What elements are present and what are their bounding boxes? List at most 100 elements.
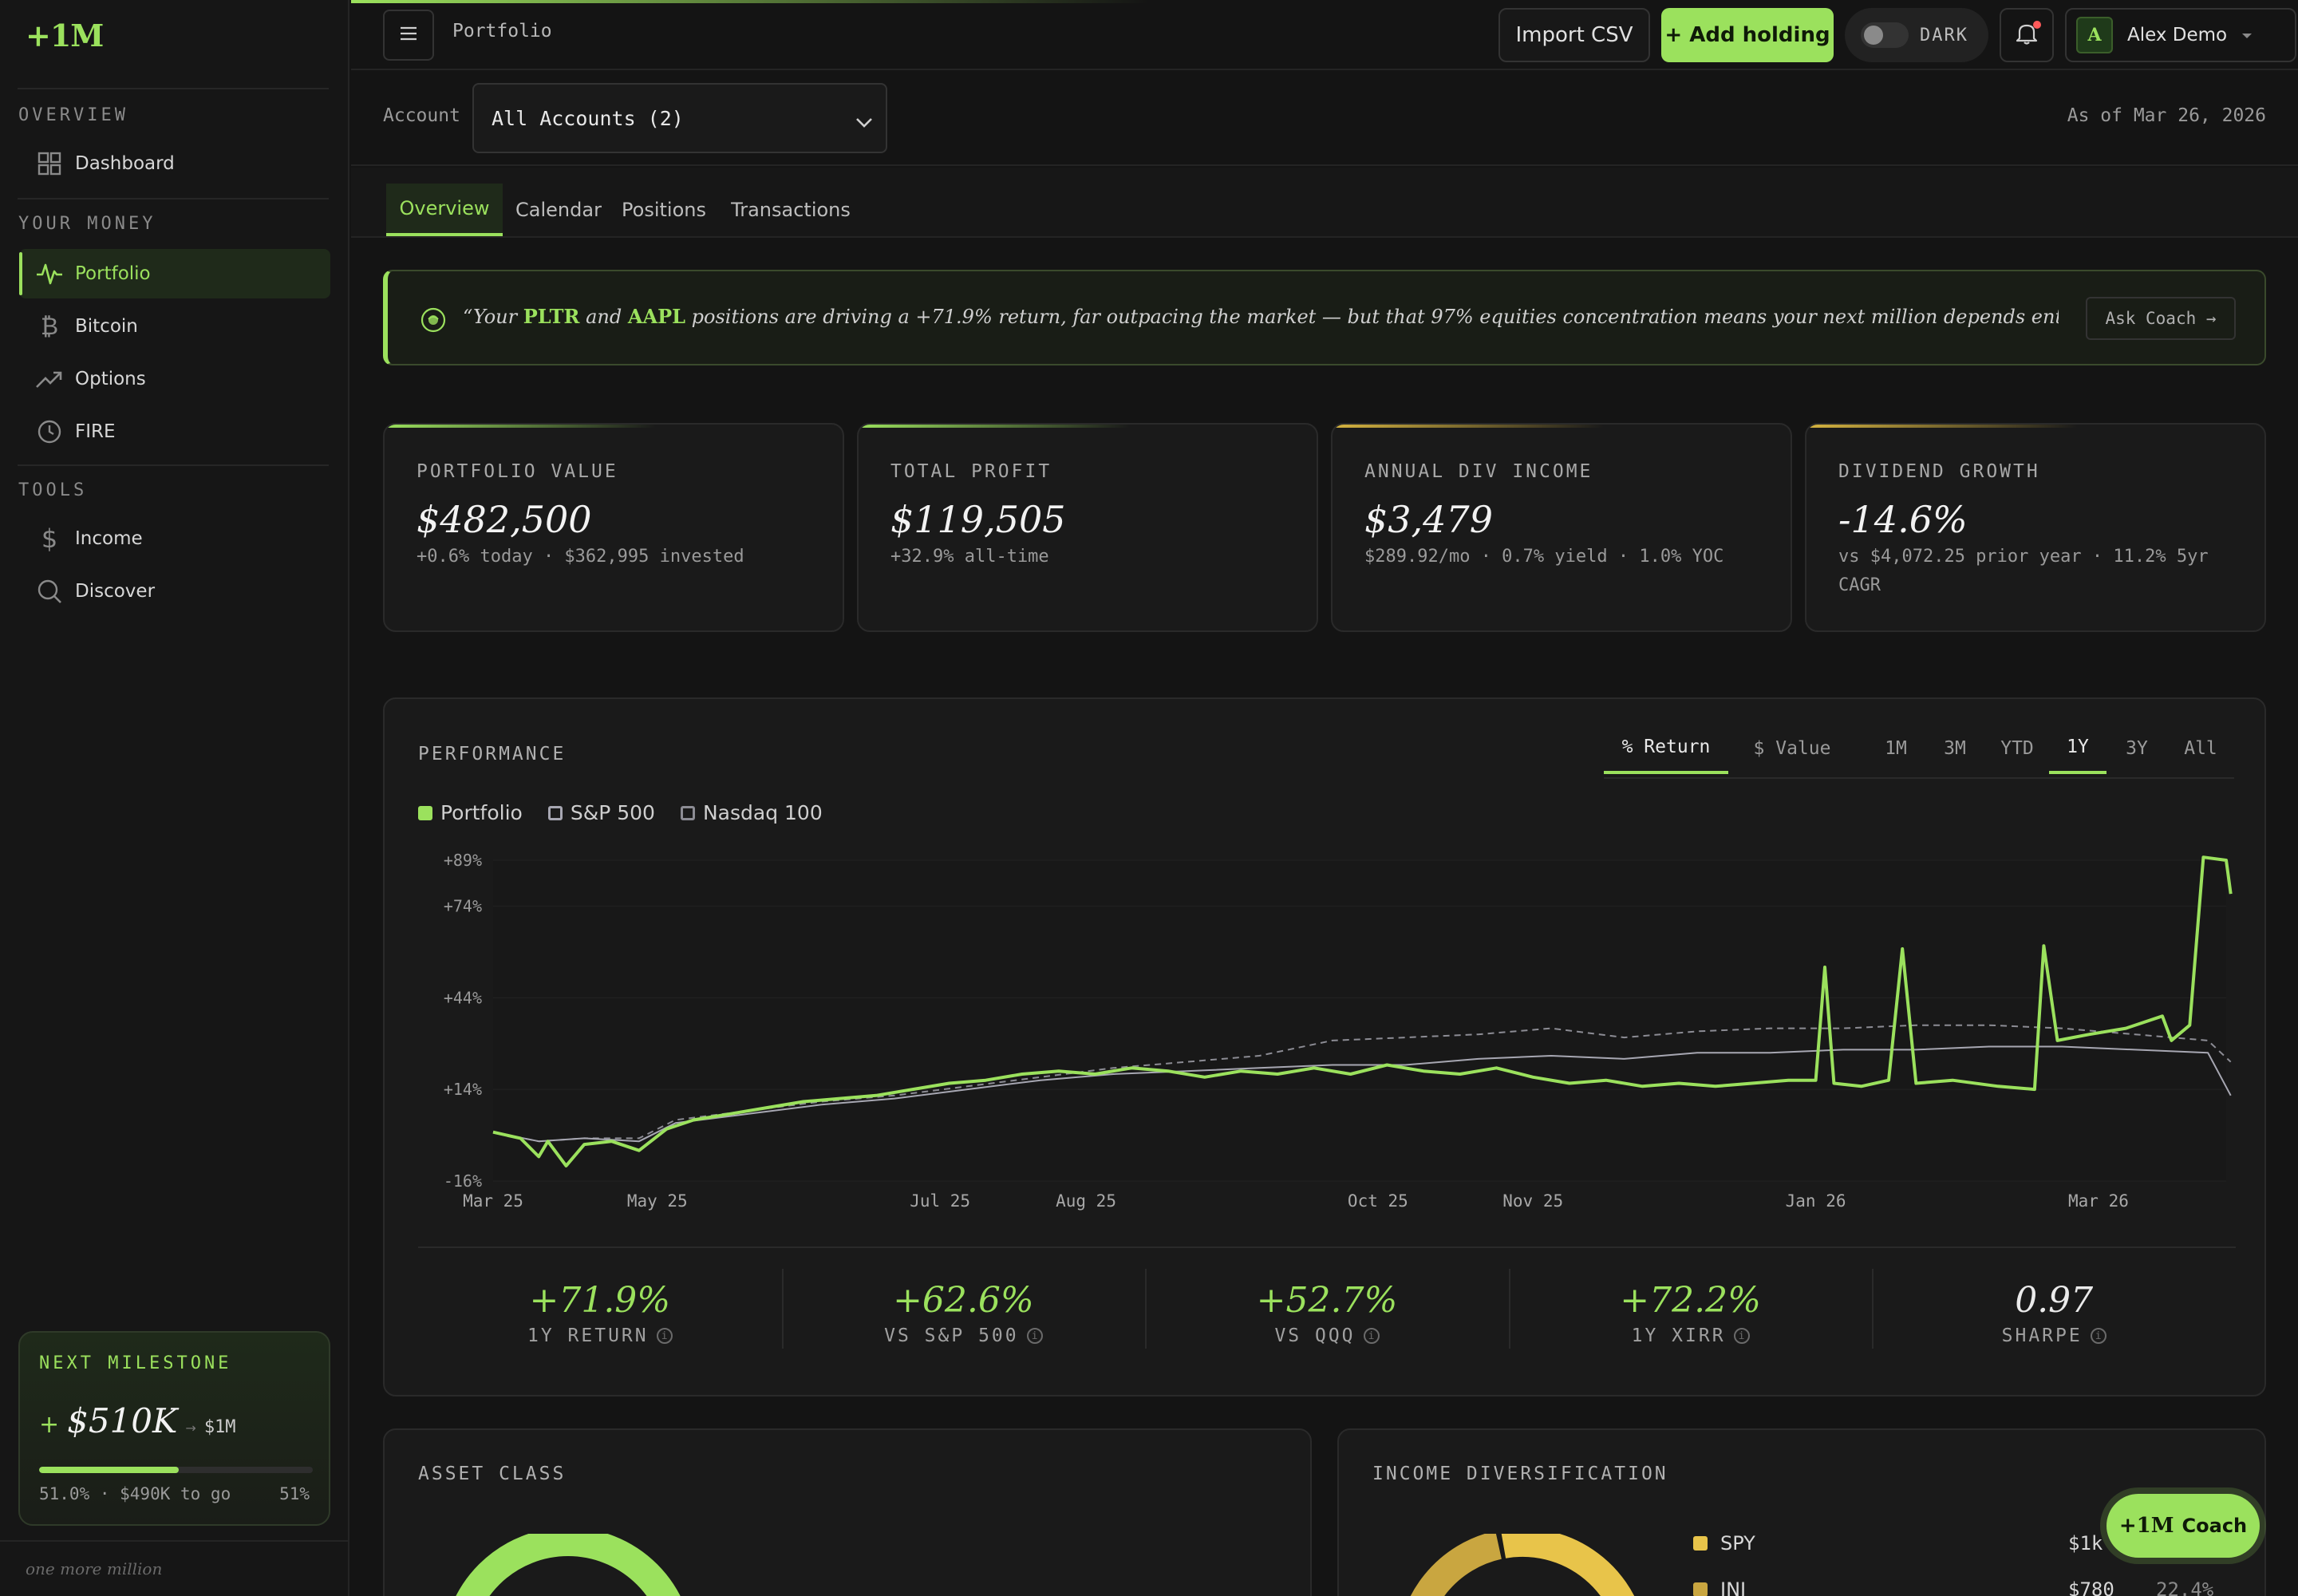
ticker-pltr[interactable]: PLTR xyxy=(523,305,580,328)
ask-coach-button[interactable]: Ask Coach → xyxy=(2086,297,2236,340)
y-tick-label: -16% xyxy=(444,1171,482,1191)
notification-badge xyxy=(2033,21,2041,29)
income-donut xyxy=(1410,1534,1635,1596)
asset-class-title: ASSET CLASS xyxy=(418,1464,567,1484)
account-select[interactable]: All Accounts (2) xyxy=(472,83,887,153)
legend-swatch xyxy=(680,805,695,820)
milestone-percent: 51% xyxy=(279,1484,310,1503)
hamburger-icon xyxy=(400,26,417,44)
sidebar-divider xyxy=(18,198,329,200)
legend-item-nasdaq100[interactable]: Nasdaq 100 xyxy=(680,801,823,824)
range-3m[interactable]: 3M xyxy=(1944,738,1966,759)
metric-value: +62.6% xyxy=(893,1280,1034,1321)
milestone-target: $1M xyxy=(203,1417,236,1437)
info-icon[interactable]: i xyxy=(1026,1328,1043,1344)
tab-transactions[interactable]: Transactions xyxy=(731,199,851,221)
account-row: Account All Accounts (2) As of Mar 26, 2… xyxy=(351,72,2298,166)
metric-vs-sp500: +62.6% VS S&P 500 i xyxy=(781,1248,1146,1371)
top-bar: Portfolio Import CSV + Add holding DARK … xyxy=(351,0,2298,70)
dollar-icon: $ xyxy=(41,523,58,554)
notifications-button[interactable] xyxy=(2000,8,2054,62)
legend-label: Portfolio xyxy=(440,801,523,824)
mode-percent-return[interactable]: % Return xyxy=(1604,723,1728,774)
range-1y[interactable]: 1Y xyxy=(2049,723,2106,774)
performance-card: PERFORMANCE % Return $ Value 1M 3M YTD 1… xyxy=(383,697,2266,1396)
metric-label: VS S&P 500 xyxy=(884,1325,1019,1346)
sidebar-divider xyxy=(18,464,329,466)
milestone-plus: + xyxy=(39,1411,60,1439)
breadcrumb: Portfolio xyxy=(452,21,552,41)
income-row-jnj[interactable]: JNJ $780 22.4% xyxy=(1693,1578,2236,1596)
sidebar-item-income[interactable]: $ Income xyxy=(19,514,330,563)
legend-item-sp500[interactable]: S&P 500 xyxy=(547,801,655,824)
insight-and: and xyxy=(579,306,628,328)
mode-dollar-value[interactable]: $ Value xyxy=(1753,738,1831,759)
metric-label-wrap: 1Y XIRR i xyxy=(1632,1325,1750,1346)
range-3y[interactable]: 3Y xyxy=(2126,738,2148,759)
sidebar-divider xyxy=(18,88,329,89)
income-row-spy[interactable]: SPY $1k xyxy=(1693,1532,2236,1555)
tab-overview[interactable]: Overview xyxy=(386,184,503,236)
sidebar-item-fire[interactable]: FIRE xyxy=(19,407,330,456)
sidebar-item-label: Portfolio xyxy=(75,263,151,284)
sidebar-item-dashboard[interactable]: Dashboard xyxy=(19,139,330,188)
insight-quote: “Your xyxy=(463,306,523,328)
legend-swatch xyxy=(547,805,563,820)
insight-text: “Your PLTR and AAPL positions are drivin… xyxy=(463,305,2059,328)
stat-card-dividend-growth: DIVIDEND GROWTH -14.6% vs $4,072.25 prio… xyxy=(1805,423,2266,632)
menu-button[interactable] xyxy=(383,10,434,61)
sidebar-item-discover[interactable]: Discover xyxy=(19,567,330,616)
stat-label: TOTAL PROFIT xyxy=(890,461,1052,482)
grid-icon xyxy=(35,149,64,178)
metric-value: 0.97 xyxy=(2015,1280,2094,1321)
sidebar-item-options[interactable]: Options xyxy=(19,354,330,404)
metric-sharpe: 0.97 SHARPE i xyxy=(1872,1248,2236,1371)
sidebar-item-portfolio[interactable]: Portfolio xyxy=(19,249,330,298)
performance-metrics: +71.9% 1Y RETURN i +62.6% VS S&P 500 i +52… xyxy=(418,1246,2236,1371)
stat-card-total-profit: TOTAL PROFIT $119,505 +32.9% all-time xyxy=(857,423,1318,632)
milestone-footer: 51.0% · $490K to go 51% xyxy=(39,1484,310,1503)
sidebar-item-label: Discover xyxy=(75,581,156,602)
tab-calendar[interactable]: Calendar xyxy=(515,199,602,221)
x-tick-label: Nov 25 xyxy=(1502,1191,1563,1211)
info-icon[interactable]: i xyxy=(1363,1328,1380,1344)
theme-label: DARK xyxy=(1920,25,1968,45)
app-logo[interactable]: +1M xyxy=(26,18,104,53)
coach-button[interactable]: +1M Coach xyxy=(2106,1494,2260,1558)
toggle-track xyxy=(1861,22,1909,48)
y-tick-label: +89% xyxy=(444,851,482,870)
next-milestone-card[interactable]: NEXT MILESTONE + $510K → $1M 51.0% · $49… xyxy=(18,1331,330,1526)
tab-positions[interactable]: Positions xyxy=(622,199,706,221)
arrow-right-icon: → xyxy=(185,1420,196,1436)
metric-label-wrap: 1Y RETURN i xyxy=(527,1325,673,1346)
income-amount: $780 xyxy=(2068,1578,2114,1596)
y-tick-label: +74% xyxy=(444,896,482,915)
bitcoin-icon: ₿ xyxy=(40,312,59,341)
range-all[interactable]: All xyxy=(2184,738,2217,759)
series-line-nasdaq-100 xyxy=(492,1024,2232,1143)
avatar: A xyxy=(2076,17,2113,53)
x-tick-label: Mar 25 xyxy=(463,1191,523,1211)
import-csv-button[interactable]: Import CSV xyxy=(1498,8,1650,62)
add-holding-button[interactable]: + Add holding xyxy=(1661,8,1834,62)
ticker-aapl[interactable]: AAPL xyxy=(627,305,686,328)
theme-toggle[interactable]: DARK xyxy=(1845,8,1988,62)
user-menu[interactable]: A Alex Demo xyxy=(2065,8,2296,62)
x-tick-label: Jan 26 xyxy=(1786,1191,1846,1211)
milestone-remaining-text: 51.0% · $490K to go xyxy=(39,1484,231,1503)
legend-label: Nasdaq 100 xyxy=(702,801,823,824)
sidebar-item-bitcoin[interactable]: ₿ Bitcoin xyxy=(19,302,330,351)
info-icon[interactable]: i xyxy=(656,1328,673,1344)
info-icon[interactable]: i xyxy=(1733,1328,1750,1344)
info-icon[interactable]: i xyxy=(2090,1328,2106,1344)
milestone-title: NEXT MILESTONE xyxy=(39,1353,232,1373)
range-ytd[interactable]: YTD xyxy=(2000,738,2034,759)
range-1m[interactable]: 1M xyxy=(1885,738,1907,759)
milestone-progress-fill xyxy=(39,1467,179,1473)
metric-label-wrap: SHARPE i xyxy=(2002,1325,2106,1346)
bell-icon xyxy=(2016,22,2038,48)
legend-item-portfolio[interactable]: Portfolio xyxy=(418,801,523,824)
milestone-progress-bar xyxy=(39,1467,313,1473)
metric-label: SHARPE xyxy=(2001,1325,2083,1346)
pulse-icon xyxy=(35,259,64,288)
